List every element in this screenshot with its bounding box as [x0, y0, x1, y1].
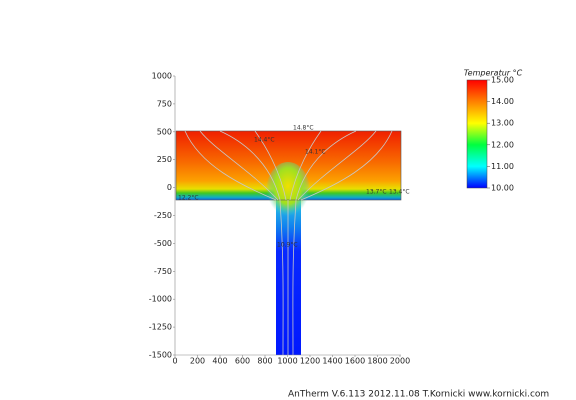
isotherm-label: 13.7°C	[366, 189, 387, 196]
isotherm-label: 14.4°C	[254, 137, 275, 144]
isotherm-label: 10.9°C	[277, 242, 298, 249]
colorbar	[466, 79, 488, 189]
slab-outline	[175, 130, 402, 201]
x-tick-label: 600	[235, 357, 250, 366]
isotherm-label: 12.2°C	[178, 195, 199, 202]
flux-lines	[184, 130, 393, 356]
y-tick-label: 0	[167, 183, 172, 192]
y-tick-label: 1000	[152, 72, 172, 81]
x-tick-label: 0	[172, 357, 177, 366]
x-tick-label: 1800	[367, 357, 387, 366]
x-tick-label: 1600	[345, 357, 365, 366]
x-tick-label: 2000	[390, 357, 410, 366]
bulb	[266, 162, 310, 222]
x-tick-label: 200	[190, 357, 205, 366]
field	[175, 130, 402, 356]
y-tick-label: -1250	[149, 323, 172, 332]
colorbar-tick-label: 12.00	[491, 140, 514, 149]
y-tick-label: 250	[157, 155, 172, 164]
footer: AnTherm V.6.113 2012.11.08 T.Kornicki ww…	[288, 390, 549, 400]
colorbar-tick-label: 10.00	[491, 184, 514, 193]
isotherm-label: 13.4°C	[389, 189, 410, 196]
y-tick-label: -750	[154, 267, 172, 276]
x-tick-label: 1400	[322, 357, 342, 366]
x-tick-label: 800	[257, 357, 272, 366]
isotherm-label: 14.8°C	[293, 125, 314, 132]
y-tick-label: 500	[157, 127, 172, 136]
x-tick-label: 400	[212, 357, 227, 366]
colorbar-tick-label: 13.00	[491, 119, 514, 128]
y-tick-label: -1500	[149, 351, 172, 360]
colorbar-tick-label: 15.00	[491, 76, 514, 85]
x-tick-label: 1200	[300, 357, 320, 366]
y-tick-label: -500	[154, 239, 172, 248]
colorbar-tick-label: 11.00	[491, 162, 514, 171]
x-tick-label: 1000	[277, 357, 297, 366]
y-tick-label: -1000	[149, 295, 172, 304]
isotherm-label: 14.1°C	[305, 149, 326, 156]
y-tick-label: 750	[157, 99, 172, 108]
y-tick-label: -250	[154, 211, 172, 220]
colorbar-tick-label: 14.00	[491, 97, 514, 106]
colorbar-title: Temperatur °C	[464, 69, 523, 78]
